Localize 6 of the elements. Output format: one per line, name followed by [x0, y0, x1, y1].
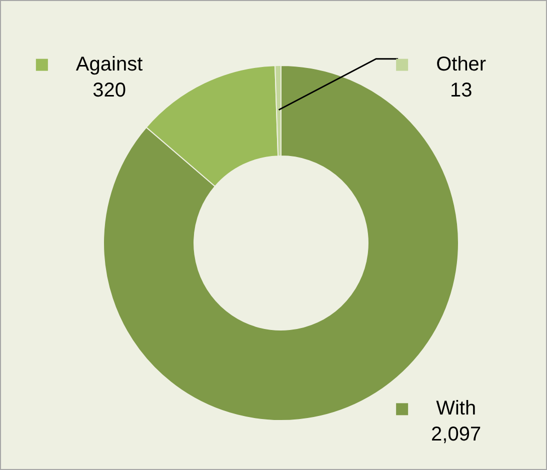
data-label: 2,097: [431, 424, 482, 446]
data-label: 320: [92, 79, 126, 102]
legend-label: Other: [436, 53, 486, 76]
data-label: 13: [450, 79, 472, 102]
legend-label: With: [436, 398, 476, 420]
legend-label: Against: [76, 53, 144, 76]
